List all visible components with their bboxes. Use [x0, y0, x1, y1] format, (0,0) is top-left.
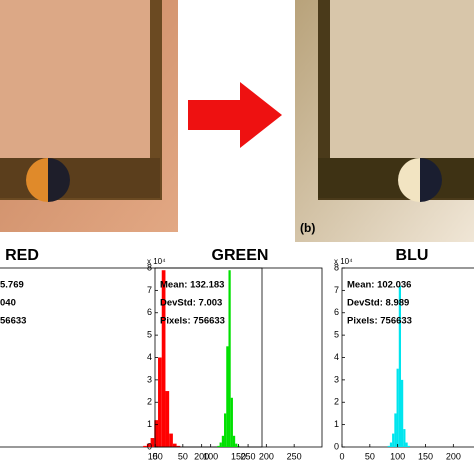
histogram-bar	[176, 445, 181, 447]
histogram-bar	[401, 379, 404, 447]
plot-frame	[154, 267, 323, 448]
stat-text: 040	[0, 298, 16, 309]
histogram-bar	[387, 445, 390, 447]
y-tick-label: 1	[147, 419, 152, 429]
y-tick-label: 8	[147, 262, 152, 272]
stat-text: DevStd: 7.003	[160, 298, 222, 309]
histogram-bar	[394, 413, 397, 447]
histogram-bar	[169, 433, 173, 447]
stat-text: 56633	[0, 316, 26, 327]
histogram-bar	[403, 429, 406, 447]
histogram-bar	[143, 445, 147, 447]
y-tick-label: 0	[334, 441, 339, 451]
chart-title: BLU	[396, 247, 429, 264]
y-tick-label: 6	[147, 307, 152, 317]
y-tick-label: 1	[334, 419, 339, 429]
histogram-bar	[224, 413, 227, 447]
y-tick-label: 4	[147, 352, 152, 362]
stat-text: 5.769	[0, 280, 24, 291]
y-tick-label: 4	[334, 352, 339, 362]
x-tick-label: 250	[287, 451, 302, 461]
histogram-bar	[235, 443, 238, 447]
histogram-bar	[217, 445, 220, 447]
stat-text: Pixels: 756633	[347, 316, 412, 327]
x-tick-label: 250	[241, 451, 256, 461]
y-scale-label: x 10⁴	[147, 257, 166, 266]
histogram-bar	[154, 420, 159, 447]
histogram-bar	[150, 438, 155, 447]
histogram-bar	[146, 443, 151, 447]
x-tick-label: 100	[203, 451, 218, 461]
y-scale-label: x 10⁴	[334, 257, 353, 266]
y-tick-label: 6	[334, 307, 339, 317]
plot-frame	[341, 267, 474, 448]
y-tick-label: 8	[334, 262, 339, 272]
x-tick-label: 150	[231, 451, 246, 461]
stat-text: DevStd: 8.989	[347, 298, 409, 309]
stat-text: Pixels: 756633	[160, 316, 225, 327]
histogram-bar	[158, 357, 162, 447]
y-tick-label: 2	[334, 397, 339, 407]
histogram-bar	[165, 391, 170, 447]
histogram-bar	[228, 270, 231, 447]
y-tick-label: 2	[147, 397, 152, 407]
stat-text: Mean: 132.183	[160, 280, 224, 291]
histogram-bar	[172, 443, 177, 447]
photo-after: (b)	[295, 0, 474, 242]
plot-frame	[0, 267, 263, 448]
histogram-bar	[221, 435, 225, 447]
histogram-bar	[219, 442, 222, 447]
histogram-bar	[230, 397, 233, 447]
stat-text: Mean: 102.036	[347, 280, 411, 291]
x-tick-label: 200	[194, 451, 209, 461]
photo-before	[0, 0, 178, 232]
y-tick-label: 5	[147, 330, 152, 340]
histogram-bar	[232, 435, 236, 447]
panel-label: (b)	[300, 221, 315, 235]
histogram-bar	[407, 445, 410, 447]
histogram-bar	[389, 442, 393, 447]
chart-title: RED	[5, 247, 39, 264]
y-tick-label: 7	[147, 285, 152, 295]
y-tick-label: 7	[334, 285, 339, 295]
x-tick-label: 150	[148, 451, 163, 461]
x-tick-label: 50	[178, 451, 188, 461]
x-tick-label: 150	[418, 451, 433, 461]
histogram-bar	[405, 442, 408, 447]
x-tick-label: 200	[446, 451, 461, 461]
histogram-bar	[398, 285, 402, 447]
y-tick-label: 3	[334, 374, 339, 384]
histogram-bar	[161, 270, 166, 447]
histogram-bar	[226, 346, 229, 447]
x-tick-label: 0	[152, 451, 157, 461]
chart-title: GREEN	[212, 247, 269, 264]
x-tick-label: 0	[339, 451, 344, 461]
x-tick-label: 200	[259, 451, 274, 461]
x-tick-label: 50	[365, 451, 375, 461]
y-tick-label: 3	[147, 374, 152, 384]
y-tick-label: 0	[147, 441, 152, 451]
histogram-bar	[392, 433, 395, 447]
y-tick-label: 5	[334, 330, 339, 340]
histogram-bar	[396, 368, 399, 447]
x-tick-label: 100	[390, 451, 405, 461]
arrow	[188, 82, 282, 148]
